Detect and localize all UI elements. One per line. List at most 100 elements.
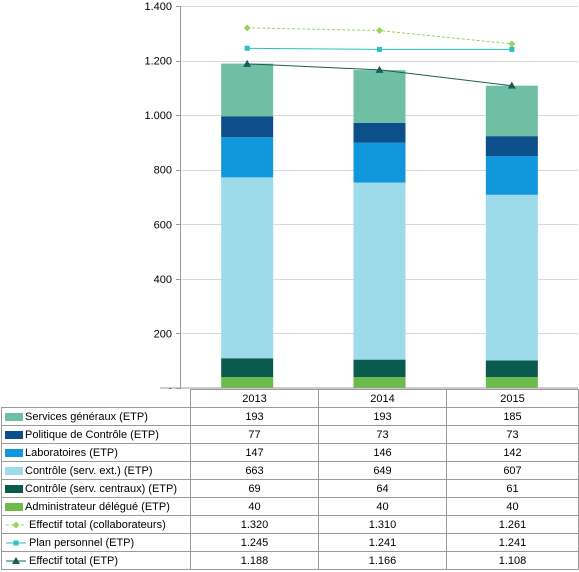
- table-cell: 142: [446, 443, 579, 462]
- y-tick-label: 1.000: [144, 110, 172, 122]
- bar-segment: [353, 122, 406, 143]
- y-tick-label: 600: [154, 219, 172, 231]
- legend-line-key: [5, 521, 27, 529]
- diamond-marker: [376, 27, 383, 35]
- legend-entry: Politique de Contrôle (ETP): [1, 425, 191, 444]
- table-cell: 1.108: [446, 551, 579, 570]
- table-cell: 146: [318, 443, 447, 462]
- legend-entry: Laboratoires (ETP): [1, 443, 191, 462]
- bar-segment: [353, 359, 406, 378]
- bar-segment: [353, 377, 406, 388]
- table-cell: 1.245: [190, 533, 319, 552]
- legend-entry: Plan personnel (ETP): [1, 533, 191, 552]
- table-header-row: 2013 2014 2015: [1, 389, 579, 408]
- table-row: Contrôle (serv. ext.) (ETP) 663 649 607: [1, 461, 579, 480]
- bar-segment: [221, 358, 274, 378]
- table-cell: 1.241: [318, 533, 447, 552]
- table-cell: 649: [318, 461, 447, 480]
- legend-line-key: [5, 556, 27, 565]
- square-marker: [244, 45, 250, 51]
- x-tick-label: 2014: [318, 389, 447, 408]
- x-tick-label: 2015: [446, 389, 579, 408]
- table-cell: 73: [446, 425, 579, 444]
- table-cell: 1.188: [190, 551, 319, 570]
- legend-label: Laboratoires (ETP): [25, 446, 118, 459]
- bar-segment: [221, 377, 274, 388]
- data-table: 2013 2014 2015 Services généraux (ETP) 19…: [1, 389, 579, 570]
- bar-segment: [485, 136, 538, 157]
- table-cell: 193: [318, 407, 447, 426]
- table-cell: 73: [318, 425, 447, 444]
- legend-swatch: [5, 448, 23, 457]
- table-cell: 1.310: [318, 515, 447, 534]
- legend-swatch: [5, 430, 23, 439]
- table-cell: 663: [190, 461, 319, 480]
- legend-label: Contrôle (serv. centraux) (ETP): [25, 482, 178, 495]
- table-row: Politique de Contrôle (ETP) 77 73 73: [1, 425, 579, 444]
- table-cell: 40: [190, 497, 319, 516]
- table-row: Effectif total (ETP) 1.188 1.166 1.108: [1, 551, 579, 570]
- table-row: Contrôle (serv. centraux) (ETP) 69 64 61: [1, 479, 579, 498]
- bar-segment: [353, 70, 406, 123]
- line-series: [243, 24, 516, 89]
- table-cell: 1.320: [190, 515, 319, 534]
- bar-series: [221, 63, 538, 388]
- table-corner: [1, 389, 191, 408]
- table-cell: 1.241: [446, 533, 579, 552]
- bar-segment: [485, 194, 538, 361]
- table-row: Administrateur délégué (ETP) 40 40 40: [1, 497, 579, 516]
- table-cell: 193: [190, 407, 319, 426]
- legend-entry: Effectif total (ETP): [1, 551, 191, 570]
- table-cell: 61: [446, 479, 579, 498]
- legend-entry: Contrôle (serv. centraux) (ETP): [1, 479, 191, 498]
- square-marker: [509, 46, 515, 52]
- bar-segment: [221, 177, 274, 359]
- y-tick-label: 1.400: [144, 1, 172, 13]
- legend-swatch: [5, 466, 23, 475]
- legend-entry: Administrateur délégué (ETP): [1, 497, 191, 516]
- x-tick-label: 2013: [190, 389, 319, 408]
- table-cell: 69: [190, 479, 319, 498]
- bar-segment: [485, 377, 538, 388]
- bar-segment: [485, 85, 538, 137]
- y-axis-ticks: - 200 400 600 800 1.000 1.200 1.400: [144, 1, 181, 389]
- bar-segment: [221, 116, 274, 138]
- table-cell: 64: [318, 479, 447, 498]
- bar-segment: [221, 137, 274, 178]
- legend-label: Effectif total (ETP): [29, 554, 119, 567]
- legend-label: Effectif total (collaborateurs): [29, 518, 166, 531]
- legend-line-key: [5, 539, 27, 547]
- table-cell: 40: [318, 497, 447, 516]
- legend-label: Politique de Contrôle (ETP): [25, 428, 159, 441]
- triangle-marker: [243, 59, 252, 67]
- table-row: Effectif total (collaborateurs) 1.320 1.31…: [1, 515, 579, 534]
- table-cell: 40: [446, 497, 579, 516]
- y-tick-label: 800: [154, 165, 172, 177]
- table-cell: 147: [190, 443, 319, 462]
- legend-label: Contrôle (serv. ext.) (ETP): [25, 464, 153, 477]
- table-cell: 77: [190, 425, 319, 444]
- bar-segment: [485, 360, 538, 378]
- y-tick-label: -: [168, 383, 172, 389]
- table-row: Laboratoires (ETP) 147 146 142: [1, 443, 579, 462]
- table-row: Plan personnel (ETP) 1.245 1.241 1.241: [1, 533, 579, 552]
- y-tick-label: 1.200: [144, 56, 172, 68]
- triangle-marker: [507, 81, 516, 89]
- bar-segment: [353, 182, 406, 360]
- chart-plot: - 200 400 600 800 1.000 1.200 1.400: [144, 1, 578, 389]
- table-cell: 607: [446, 461, 579, 480]
- legend-label: Administrateur délégué (ETP): [25, 500, 170, 513]
- diamond-marker: [243, 24, 251, 32]
- y-tick-label: 200: [154, 328, 172, 340]
- legend-entry: Contrôle (serv. ext.) (ETP): [1, 461, 191, 480]
- legend-swatch: [5, 412, 23, 421]
- diamond-marker: [508, 40, 516, 48]
- y-tick-label: 400: [154, 274, 172, 286]
- legend-entry: Effectif total (collaborateurs): [1, 515, 191, 534]
- legend-entry: Services généraux (ETP): [1, 407, 191, 426]
- bar-segment: [353, 142, 406, 183]
- legend-swatch: [5, 502, 23, 511]
- triangle-marker: [375, 65, 384, 73]
- table-row: Services généraux (ETP) 193 193 185: [1, 407, 579, 426]
- bar-segment: [221, 63, 274, 117]
